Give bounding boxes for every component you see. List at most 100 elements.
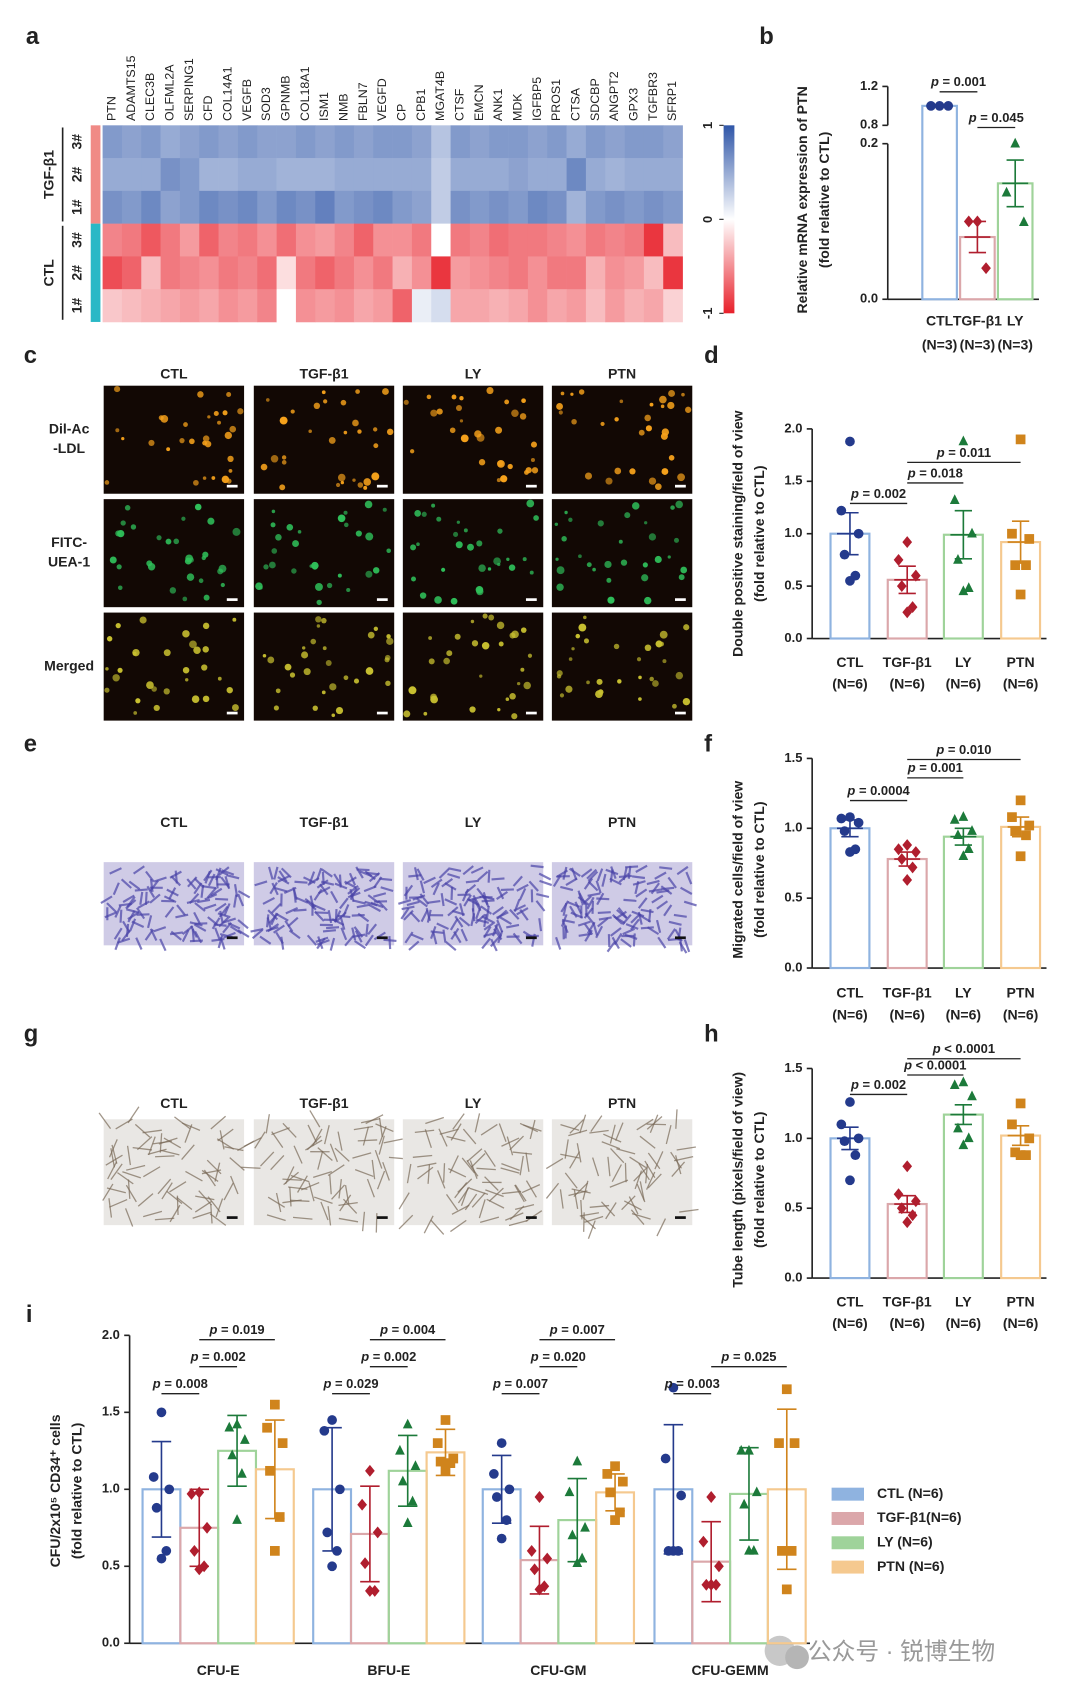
tube [160, 1149, 180, 1156]
y-axis-label: Double positive staining/field of view [729, 410, 745, 656]
cell [596, 897, 610, 901]
cell [646, 879, 660, 886]
data-point [789, 1438, 800, 1448]
cell [470, 866, 484, 874]
micrograph [253, 385, 395, 494]
tube [378, 1135, 385, 1155]
cell [315, 582, 323, 591]
data-point [902, 1160, 913, 1173]
cell [596, 868, 604, 882]
cell [193, 646, 201, 654]
tube [519, 1122, 538, 1133]
heatmap-cell [450, 256, 471, 290]
heatmap-cell [643, 256, 664, 290]
tube [292, 1216, 313, 1220]
cell [275, 688, 281, 694]
cell [367, 894, 380, 904]
cell [373, 626, 379, 631]
cell [638, 914, 652, 923]
cell [443, 657, 450, 665]
cell [571, 418, 577, 425]
cell [409, 911, 421, 923]
data-point [610, 1461, 620, 1472]
data-point [963, 1132, 974, 1143]
cell [667, 876, 677, 889]
cell [596, 892, 605, 906]
gene-label: CTSA [569, 87, 583, 121]
tube [466, 1159, 479, 1177]
heatmap-cell [411, 223, 432, 257]
data-point [902, 839, 913, 852]
cell [535, 900, 546, 912]
cell [228, 469, 233, 473]
cell [129, 918, 137, 932]
cell [326, 926, 340, 930]
row-label: -LDL [53, 440, 85, 456]
tube [125, 1184, 137, 1203]
data-point [270, 1546, 280, 1556]
cell [513, 898, 521, 912]
cell [351, 913, 365, 917]
tube [514, 1203, 535, 1211]
heatmap-cell [295, 158, 316, 192]
tube [519, 1155, 524, 1176]
cell [351, 927, 357, 941]
cell [130, 524, 137, 530]
y-axis-label: Relative mRNA expression of PTN [794, 86, 810, 313]
cell [524, 469, 529, 475]
tube [365, 1114, 384, 1125]
data-point [1015, 589, 1026, 600]
tube [124, 1208, 134, 1227]
cell [577, 920, 591, 927]
data-point [958, 811, 969, 821]
cell [214, 927, 221, 941]
data-point [845, 436, 855, 447]
cell [583, 877, 594, 890]
cell [496, 919, 504, 933]
cell [120, 520, 126, 526]
x-tick-label: LY [955, 985, 972, 1001]
data-point [836, 813, 847, 824]
cell [144, 928, 154, 941]
gene-label: SFRP1 [665, 81, 679, 121]
heatmap-cell [257, 223, 277, 257]
cell [624, 933, 638, 940]
cell [499, 916, 512, 925]
heatmap-cell [179, 256, 200, 290]
gene-label: PROS1 [549, 79, 563, 121]
cell [293, 908, 307, 912]
tube [398, 1192, 410, 1210]
cell [670, 505, 675, 510]
tube [605, 1202, 617, 1220]
cell [683, 939, 691, 953]
category-note: (N=3) [997, 336, 1032, 352]
tube [649, 1114, 659, 1134]
cell [521, 398, 526, 404]
cell [520, 667, 525, 672]
cell [267, 656, 275, 664]
cell [613, 643, 620, 650]
y-tick-label: 0.5 [102, 1558, 120, 1573]
data-point [902, 606, 913, 619]
bar [425, 1451, 466, 1645]
heatmap-cell [334, 158, 355, 192]
tube [607, 1156, 611, 1177]
tube [366, 1178, 375, 1198]
data-point [967, 527, 977, 538]
error-bar [1007, 1124, 1034, 1147]
tube [646, 1123, 666, 1126]
data-point [237, 1467, 247, 1478]
tube [271, 1127, 290, 1136]
cell [173, 538, 180, 545]
row-label: 1# [68, 298, 84, 314]
cell [357, 912, 370, 923]
cell [322, 929, 337, 933]
heatmap-cell [102, 190, 123, 224]
heatmap-cell [624, 223, 645, 257]
data-point [910, 569, 921, 582]
cell [446, 650, 453, 657]
cell [578, 892, 587, 906]
heatmap-cell [624, 158, 645, 192]
y-axis-label: (fold relative to CTL) [68, 1423, 84, 1559]
